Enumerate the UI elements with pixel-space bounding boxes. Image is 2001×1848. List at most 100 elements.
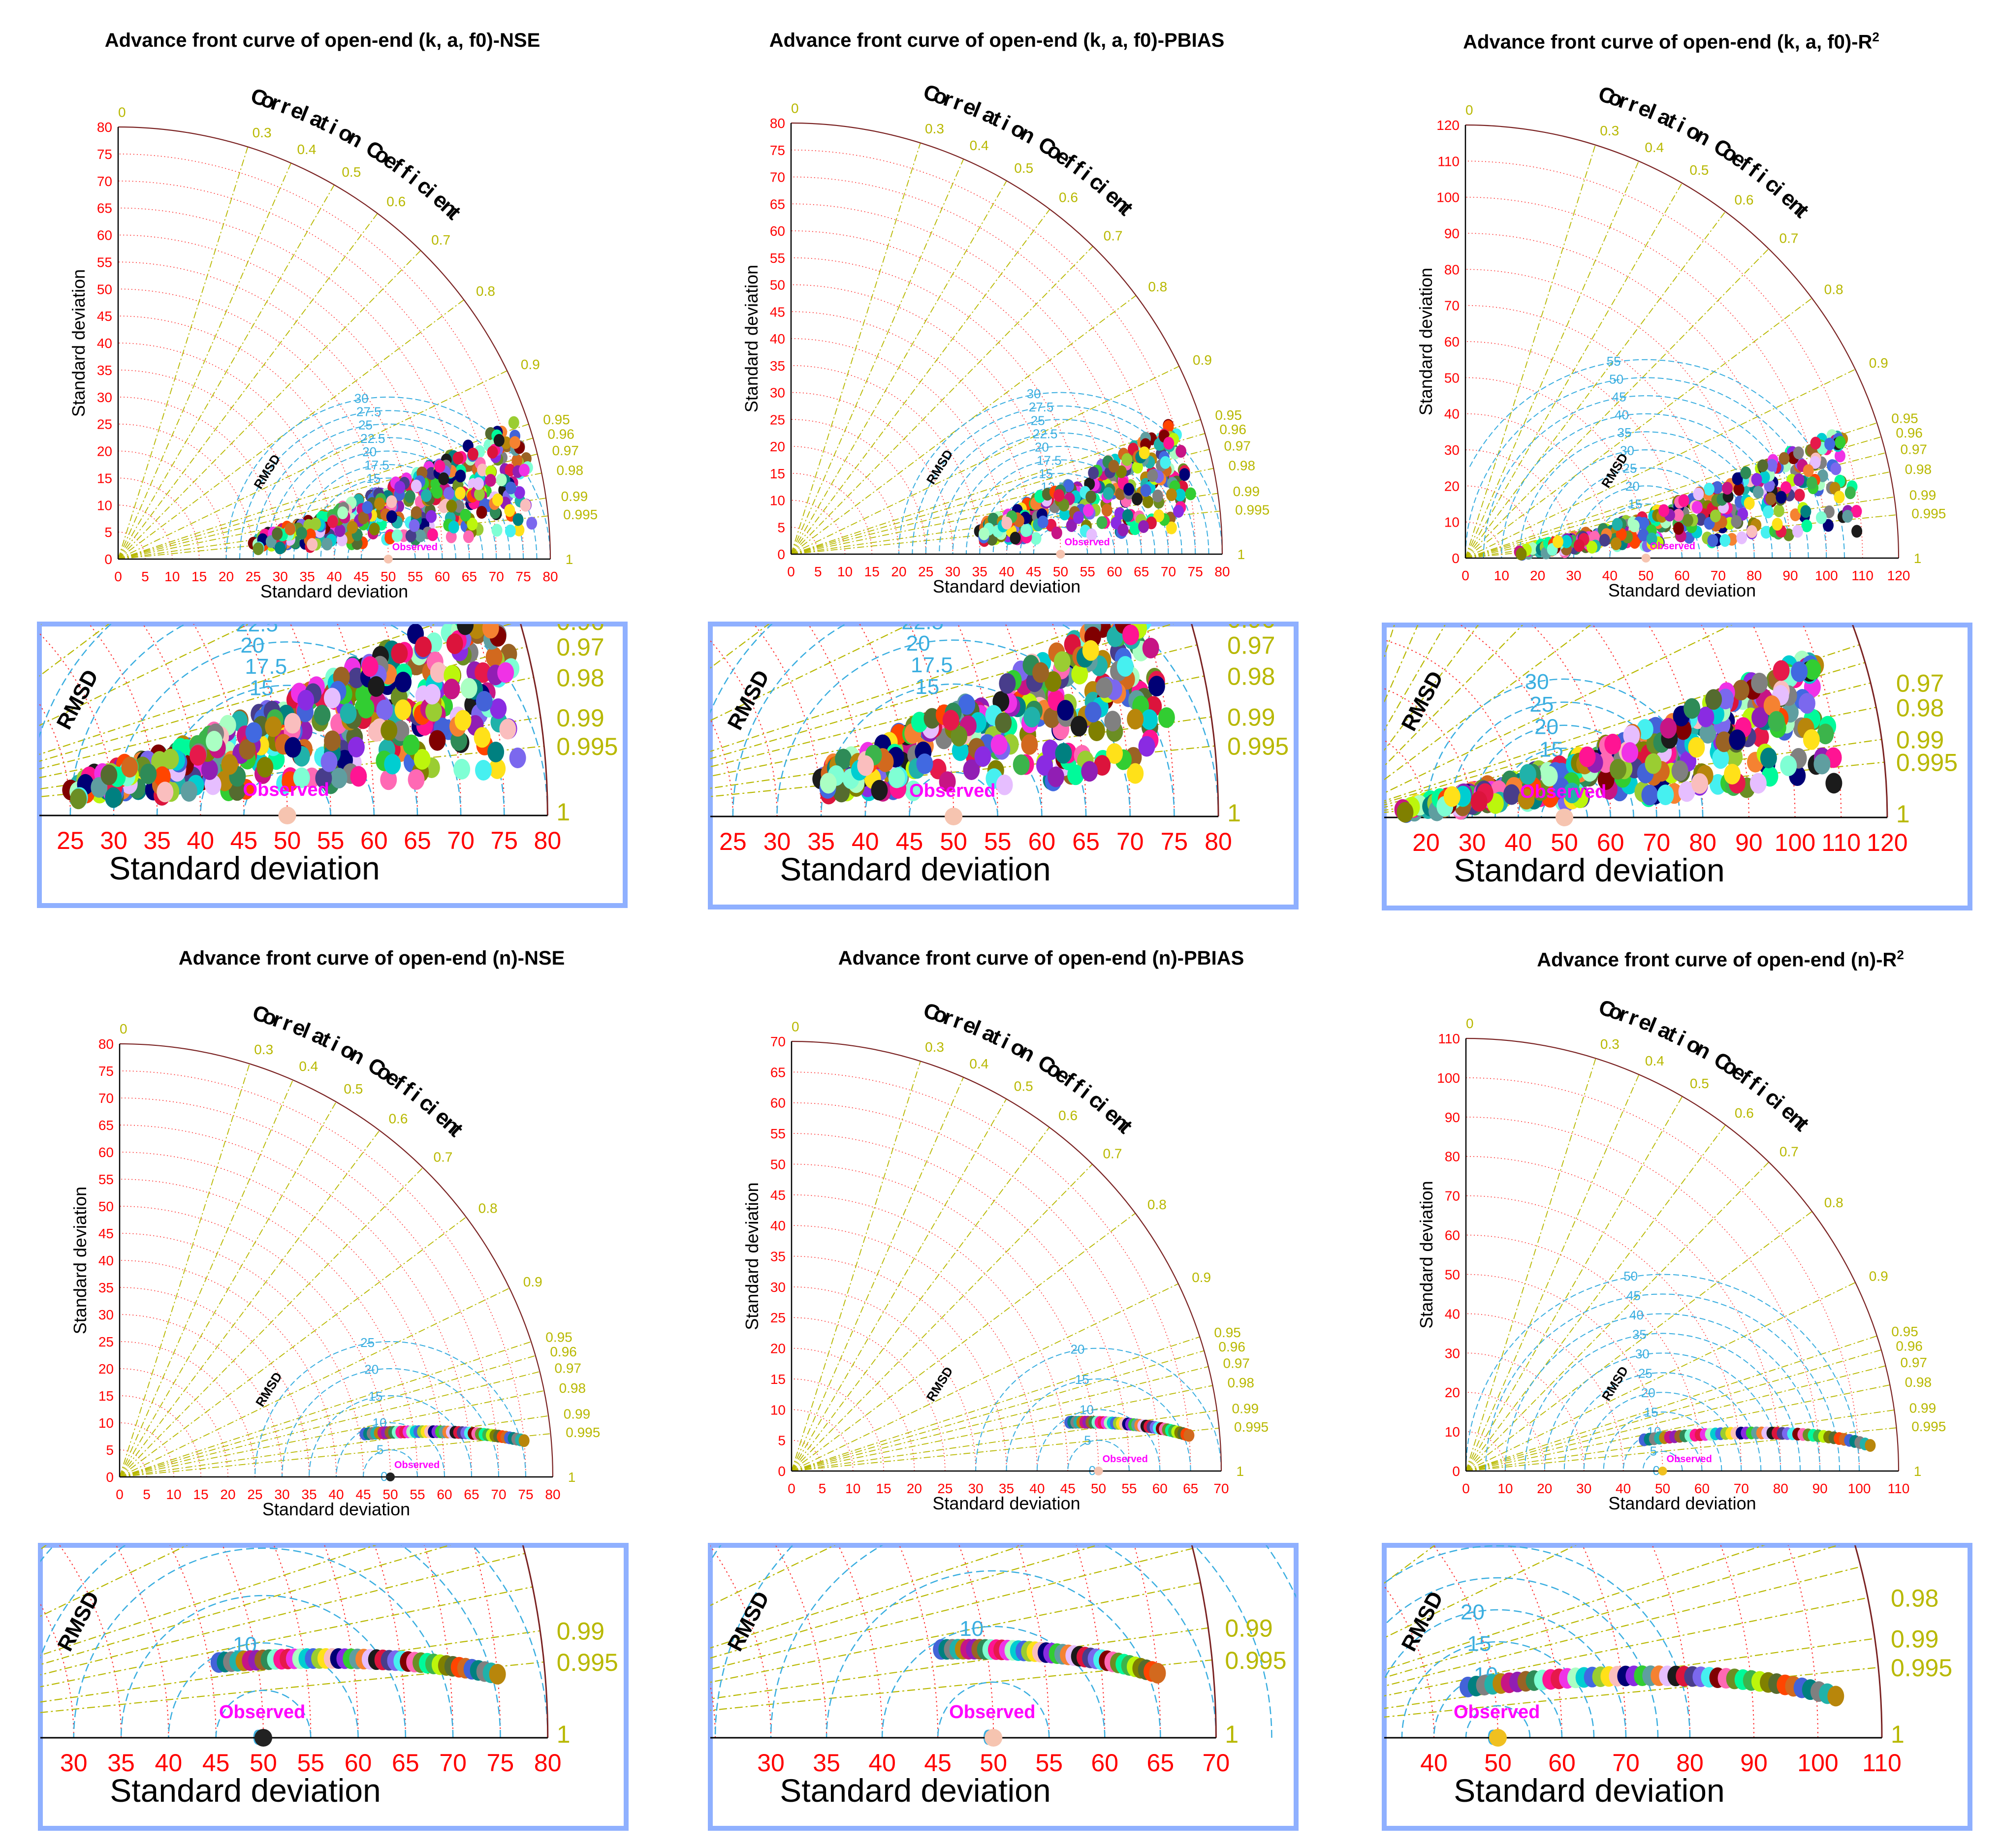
rmsd-tick-label: 27.5 — [1029, 400, 1054, 414]
data-point — [452, 451, 464, 465]
x-tick-label: 35 — [300, 569, 315, 584]
data-point — [1129, 522, 1141, 535]
data-point — [409, 519, 420, 532]
sd-grid-arc — [1465, 1313, 1624, 1472]
x-tick-label: 50 — [1638, 568, 1653, 583]
observed-point — [386, 1472, 395, 1481]
inset-rmsd-arc — [826, 1570, 1161, 1738]
data-point — [1175, 488, 1186, 501]
inset-data-point — [443, 679, 460, 700]
rmsd-tick-label: 17.5 — [1037, 453, 1062, 468]
inset-corr-line — [710, 1548, 1193, 1670]
inset-panel-2: 1517.52022.525Observed0.950.960.970.980.… — [708, 622, 1299, 909]
x-tick-label: 65 — [464, 1487, 479, 1502]
corr-tick-label: 0.4 — [1645, 1053, 1664, 1068]
data-point — [1830, 462, 1842, 475]
inset-corr-line — [710, 624, 911, 721]
data-point — [491, 524, 503, 537]
x-axis-title: Standard deviation — [1608, 580, 1756, 600]
rmsd-tick-label: 22.5 — [1033, 426, 1058, 441]
inset-data-point — [201, 759, 218, 781]
y-tick-label: 35 — [98, 1280, 114, 1295]
x-tick-label: 90 — [1812, 1481, 1828, 1496]
data-point — [1183, 1429, 1195, 1442]
sd-grid-arc — [118, 207, 470, 560]
inset-corr-label: 0.99 — [1896, 726, 1944, 753]
inset-x-title: Standard deviation — [780, 1772, 1050, 1809]
rmsd-arc — [965, 459, 1156, 555]
inset-data-point — [490, 698, 507, 719]
corr-tick-label: 1 — [1237, 1464, 1244, 1479]
inset-data-point — [1657, 784, 1674, 806]
observed-point — [1056, 550, 1065, 559]
y-tick-label: 30 — [770, 385, 785, 401]
inset-x-tick: 100 — [1797, 1749, 1838, 1777]
inset-data-point — [820, 773, 837, 794]
y-tick-label: 0 — [1452, 551, 1460, 566]
inset-data-point — [324, 730, 341, 752]
data-point — [1793, 446, 1804, 460]
data-point — [1765, 492, 1777, 505]
x-tick-label: 20 — [891, 564, 906, 579]
outer-arc — [1465, 124, 1900, 559]
data-point — [505, 481, 516, 495]
rmsd-tick-label: 20 — [1035, 439, 1049, 454]
corr-tick-label: 0.8 — [1824, 282, 1843, 297]
sd-grid-arc — [119, 1314, 283, 1477]
rmsd-arc — [1067, 1440, 1130, 1472]
corr-tick-label: 0.8 — [476, 283, 495, 299]
corr-tick-label: 0.995 — [1235, 502, 1270, 517]
inset-data-point — [833, 782, 850, 803]
x-tick-label: 25 — [247, 1487, 262, 1502]
y-tick-label: 60 — [97, 228, 112, 243]
inset-sd-arc — [710, 1545, 772, 1738]
data-point — [979, 527, 990, 540]
inset-data-point — [284, 737, 301, 758]
inset-data-point — [429, 730, 446, 751]
inset-data-point — [1678, 781, 1695, 802]
data-point — [1707, 534, 1718, 547]
inset-observed-point — [278, 806, 296, 824]
inset-data-point — [1096, 677, 1113, 698]
inset-data-point — [1817, 723, 1834, 745]
x-tick-label: 90 — [1782, 568, 1798, 583]
data-point — [1616, 528, 1627, 541]
title-text-4: Advance front curve of open-end (n)-NSE — [178, 947, 565, 969]
rmsd-tick-label: 40 — [1629, 1308, 1644, 1322]
corr-grid-line — [119, 1415, 549, 1477]
corr-grid-line — [118, 185, 335, 560]
data-point — [1179, 468, 1190, 481]
inset-data-point — [990, 734, 1008, 755]
y-tick-label: 35 — [97, 363, 112, 378]
x-tick-label: 20 — [1530, 568, 1545, 583]
data-point — [1108, 460, 1119, 473]
data-point — [296, 527, 307, 540]
corr-grid-line — [119, 1130, 380, 1477]
corr-tick-label: 0.9 — [1192, 1270, 1211, 1285]
data-point — [1096, 516, 1108, 529]
inset-data-point — [1127, 709, 1144, 730]
corr-grid-line — [1465, 211, 1726, 559]
x-tick-label: 40 — [326, 569, 342, 584]
inset-data-point — [489, 1663, 506, 1685]
data-point — [1658, 504, 1670, 517]
inset-data-point — [1021, 734, 1038, 755]
inset-panel-4: 010Observed0.990.99513035404550556065707… — [38, 1543, 629, 1831]
inset-data-point — [489, 758, 506, 780]
y-tick-label: 5 — [777, 520, 785, 535]
data-point — [1073, 511, 1084, 524]
inset-data-point — [157, 782, 174, 803]
rmsd-tick-label: 55 — [1607, 354, 1621, 369]
y-tick-label: 70 — [770, 1034, 786, 1049]
y-tick-label: 55 — [770, 251, 785, 266]
data-point — [492, 493, 503, 506]
data-point — [1751, 473, 1762, 486]
observed-label: Observed — [394, 1460, 440, 1471]
corr-grid-line — [118, 370, 508, 560]
data-point — [487, 445, 498, 459]
inset-corr-line — [39, 624, 250, 726]
corr-grid-line — [1465, 1335, 1877, 1472]
y-axis-title: Standard deviation — [742, 1182, 762, 1330]
x-tick-label: 75 — [516, 569, 531, 584]
